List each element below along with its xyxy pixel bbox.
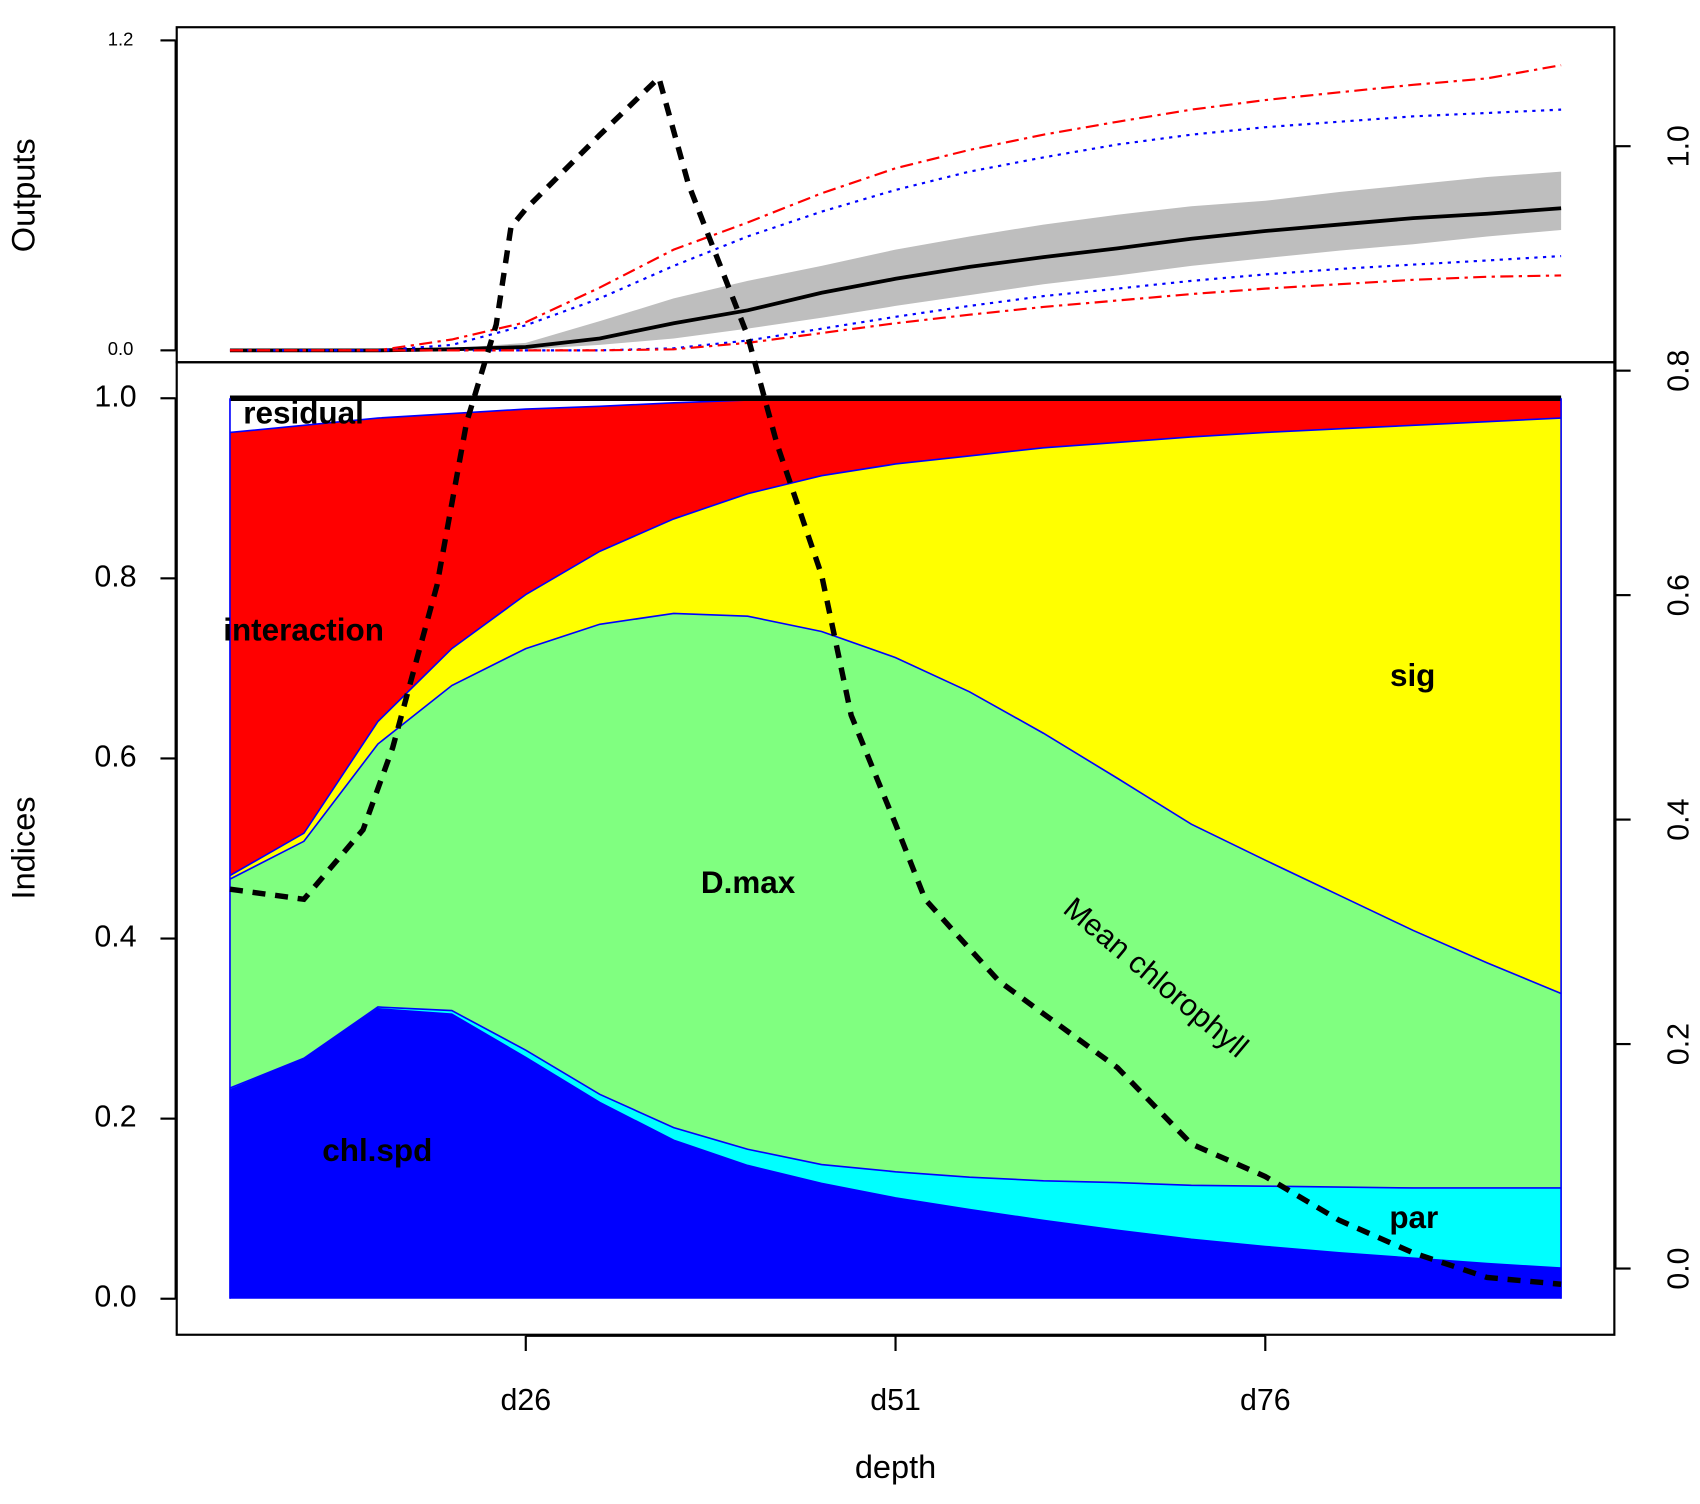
area-boundary: [229, 1006, 1562, 1189]
area: [229, 398, 1562, 433]
y2-tick-label: 0.4: [1663, 799, 1696, 841]
y-tick-label: 1.0: [94, 380, 136, 413]
y-tick-label: 1.2: [108, 28, 134, 49]
bottom-panel-frame: [175, 361, 1616, 1336]
series-label: chl.spd: [322, 1133, 432, 1168]
line: [229, 254, 1562, 352]
area: [229, 1008, 1562, 1299]
y-tick-label: 0.0: [108, 338, 134, 359]
y2-tick-label: 0.0: [1663, 1247, 1696, 1289]
x-tick-label: d76: [1240, 1384, 1291, 1417]
y-axis-title: Indices: [6, 796, 42, 899]
y-axis-title: Outputs: [6, 138, 42, 252]
area-boundary: [229, 1007, 1562, 1269]
y-tick-label: 0.2: [94, 1101, 136, 1134]
x-axis-title: depth: [855, 1449, 936, 1485]
area: [229, 418, 1562, 994]
series-label: D.max: [701, 865, 796, 900]
series-label: par: [1389, 1200, 1438, 1235]
y-tick-label: 0.4: [94, 921, 136, 954]
y2-tick-label: 0.2: [1663, 1023, 1696, 1065]
x-tick-label: d26: [500, 1384, 551, 1417]
series-label: interaction: [223, 613, 384, 648]
area-boundary: [229, 417, 1562, 877]
series-label: sig: [1390, 658, 1435, 693]
y-tick-label: 0.8: [94, 560, 136, 593]
line: [229, 72, 1562, 1287]
y2-tick-label: 0.8: [1663, 350, 1696, 392]
line: [229, 274, 1562, 352]
series-label: residual: [243, 396, 364, 431]
y-tick-label: 0.6: [94, 740, 136, 773]
x-tick-label: d51: [870, 1384, 921, 1417]
band: [229, 171, 1562, 351]
area-boundary: [229, 612, 1562, 995]
y2-tick-label: 0.6: [1663, 574, 1696, 616]
y-tick-label: 0.0: [94, 1281, 136, 1314]
area: [229, 398, 1562, 876]
line: [229, 64, 1562, 352]
area: [229, 613, 1562, 1188]
plot-layer: 0.0 1.2 chl.spd par D.max sig interaction resid…: [94, 28, 1695, 1417]
y2-tick-label: 1.0: [1663, 125, 1696, 167]
